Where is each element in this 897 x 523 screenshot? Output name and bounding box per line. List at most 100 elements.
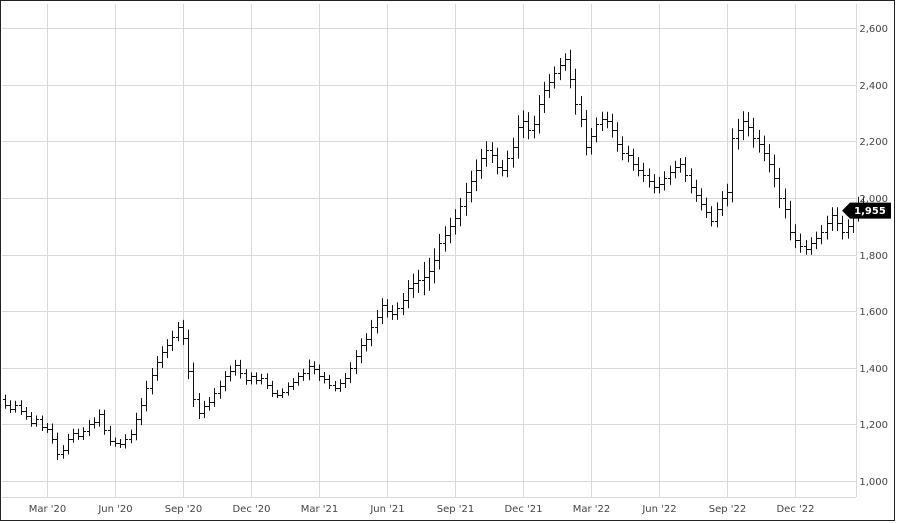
ohlc-bar	[191, 362, 196, 407]
ohlc-bar	[537, 95, 542, 134]
ohlc-bar	[354, 350, 359, 375]
last-value-tag: 1,955	[842, 202, 891, 219]
last-value-label: 1,955	[854, 206, 886, 217]
x-tick-label: Mar '21	[301, 504, 339, 515]
ohlc-bar	[202, 400, 207, 419]
ohlc-bar	[605, 111, 610, 129]
ohlc-bar	[307, 359, 312, 381]
ohlc-bar	[819, 225, 824, 245]
x-tick-label: Jun '21	[369, 504, 404, 515]
y-tick-label: 2,600	[859, 24, 888, 35]
ohlc-bar	[102, 409, 107, 435]
ohlc-bar	[92, 417, 97, 429]
ohlc-bar	[804, 240, 809, 255]
ohlc-bar	[788, 200, 793, 241]
ohlc-bar	[218, 380, 223, 399]
ohlc-bar	[830, 207, 835, 232]
x-tick-label: Dec '21	[504, 504, 542, 515]
ohlc-bar	[573, 68, 578, 115]
ohlc-bar	[422, 261, 427, 296]
ohlc-bar	[228, 365, 233, 382]
ohlc-bar	[286, 382, 291, 396]
ohlc-bar	[511, 137, 516, 168]
ohlc-bar	[809, 237, 814, 255]
ohlc-bar	[87, 419, 92, 437]
ohlc-bar	[24, 406, 29, 420]
ohlc-bar	[265, 373, 270, 389]
ohlc-bar	[620, 136, 625, 161]
x-tick-label: Sep '22	[709, 504, 747, 515]
ohlc-bar	[694, 179, 699, 202]
ohlc-bar	[793, 224, 798, 248]
ohlc-bar	[317, 364, 322, 381]
ohlc-bar	[380, 298, 385, 325]
ohlc-bar	[50, 423, 55, 444]
ohlc-bar	[401, 293, 406, 316]
ohlc-bar	[762, 135, 767, 162]
ohlc-bar	[238, 359, 243, 379]
ohlc-bar	[662, 171, 667, 191]
ohlc-bar	[76, 428, 81, 440]
ohlc-bar	[699, 188, 704, 211]
ohlc-bar	[108, 425, 113, 446]
ohlc-bar	[631, 148, 636, 171]
ohlc-bar	[123, 434, 128, 449]
ohlc-bar	[296, 372, 301, 386]
ohlc-bar	[223, 371, 228, 392]
ohlc-bar	[584, 110, 589, 156]
ohlc-bar	[469, 170, 474, 203]
ohlc-bar	[13, 400, 18, 413]
ohlc-bar	[129, 429, 134, 444]
ohlc-bar	[249, 372, 254, 385]
ohlc-bar	[390, 305, 395, 320]
ohlc-bar	[291, 378, 296, 390]
ohlc-bar	[547, 74, 552, 98]
ohlc-bars	[3, 49, 866, 461]
ohlc-bar	[798, 233, 803, 253]
ohlc-bar	[212, 388, 217, 407]
ohlc-bar	[626, 145, 631, 163]
grid-lines	[2, 4, 857, 498]
ohlc-bar	[552, 66, 557, 89]
ohlc-bar	[155, 356, 160, 381]
ohlc-bar	[636, 157, 641, 177]
last-value-tag-shape	[842, 202, 891, 219]
x-tick-label: Sep '21	[437, 504, 475, 515]
ohlc-bar	[150, 368, 155, 395]
ohlc-bar	[746, 112, 751, 137]
x-tick-label: Jun '20	[97, 504, 132, 515]
x-tick-label: Dec '22	[776, 504, 814, 515]
ohlc-bar	[736, 118, 741, 150]
ohlc-bar	[443, 226, 448, 252]
ohlc-bar	[197, 392, 202, 419]
ohlc-bar	[244, 369, 249, 385]
ohlc-bar	[725, 183, 730, 207]
ohlc-bar	[689, 168, 694, 194]
ohlc-bar	[757, 129, 762, 153]
x-tick-label: Sep '20	[165, 504, 203, 515]
y-tick-label: 2,400	[859, 81, 888, 92]
ohlc-bar	[97, 409, 102, 427]
ohlc-bar	[783, 188, 788, 219]
y-tick-label: 2,200	[859, 137, 888, 148]
ohlc-bar	[3, 394, 8, 409]
ohlc-bar	[814, 231, 819, 250]
ohlc-bar	[751, 117, 756, 148]
ohlc-bar	[160, 346, 165, 369]
ohlc-bar	[495, 147, 500, 175]
ohlc-bar	[385, 299, 390, 318]
ohlc-bar	[615, 122, 620, 152]
y-tick-label: 1,200	[859, 420, 888, 431]
ohlc-bar	[453, 209, 458, 235]
ohlc-bar	[118, 438, 123, 449]
ohlc-bar	[741, 111, 746, 141]
ohlc-bar	[704, 197, 709, 218]
ohlc-bar	[322, 371, 327, 384]
ohlc-bar	[427, 257, 432, 291]
ohlc-bar	[66, 433, 71, 455]
ohlc-bar	[657, 176, 662, 194]
ohlc-bar	[81, 427, 86, 440]
ohlc-bar	[338, 379, 343, 392]
x-tick-label: Dec '20	[232, 504, 270, 515]
ohlc-bar	[312, 361, 317, 375]
